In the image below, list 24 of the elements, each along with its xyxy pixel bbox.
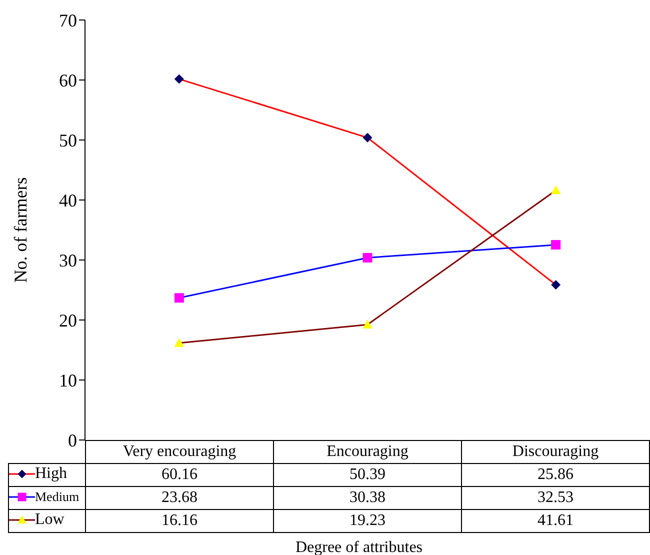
y-tick-label: 60 <box>59 70 77 90</box>
legend-label: Medium <box>35 489 80 505</box>
legend-label: High <box>35 465 67 483</box>
data-label: 41.61 <box>462 510 650 532</box>
y-tick-label: 20 <box>59 310 77 330</box>
data-label: 32.53 <box>462 486 650 510</box>
y-tick-label: 10 <box>59 370 77 390</box>
y-tick-label: 0 <box>68 430 77 450</box>
y-axis-title: No. of farmers <box>10 177 30 283</box>
y-tick-label: 50 <box>59 130 77 150</box>
x-tick-label: Very encouraging <box>86 440 274 464</box>
data-label: 60.16 <box>86 464 274 486</box>
y-tick-label: 30 <box>59 250 77 270</box>
data-label: 16.16 <box>86 510 274 532</box>
x-tick-label: Discouraging <box>462 440 650 464</box>
x-tick-label: Encouraging <box>274 440 462 464</box>
data-label: 25.86 <box>462 464 650 486</box>
data-label: 50.39 <box>274 464 462 486</box>
y-tick-label: 70 <box>59 10 77 30</box>
data-label: 19.23 <box>274 510 462 532</box>
data-label: 30.38 <box>274 486 462 510</box>
data-label: 23.68 <box>86 486 274 510</box>
legend-label: Low <box>35 511 64 529</box>
y-tick-label: 40 <box>59 190 77 210</box>
